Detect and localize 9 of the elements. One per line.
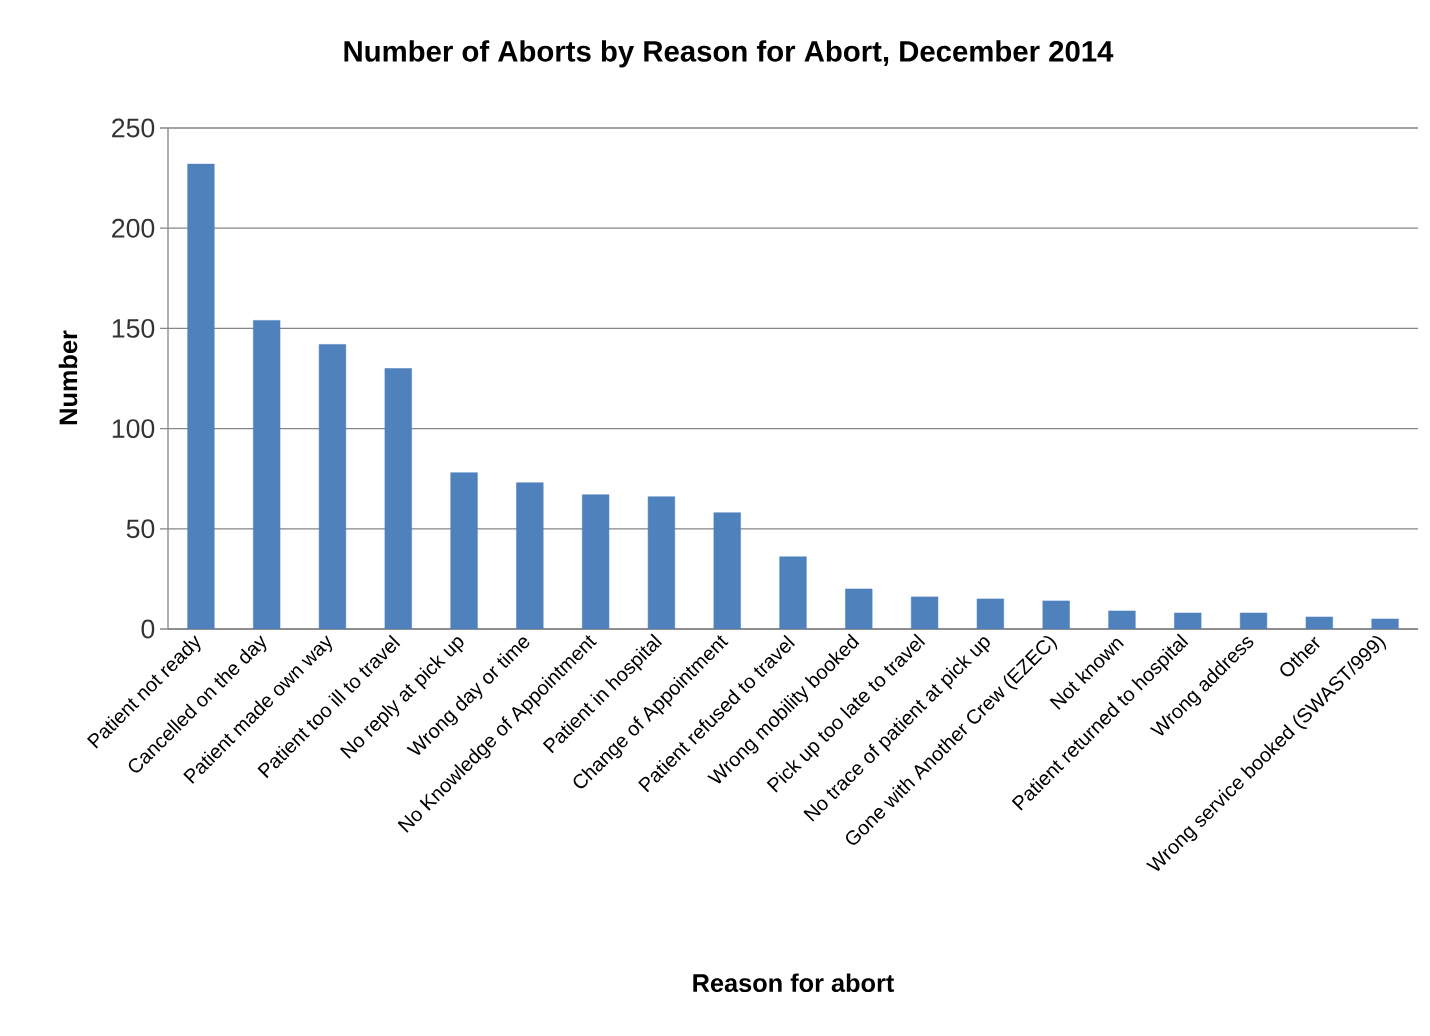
y-tick-label: 0 — [141, 619, 155, 639]
y-tick-label: 100 — [112, 419, 155, 439]
y-tick-label: 50 — [126, 519, 155, 539]
chart-title: Number of Aborts by Reason for Abort, December 2014 — [344, 40, 1114, 68]
y-axis-title: Number — [58, 330, 78, 425]
y-tick-label: 250 — [112, 118, 155, 138]
y-tick-label: 150 — [112, 318, 155, 338]
x-axis-title: Reason for abort — [693, 973, 895, 993]
y-tick-label: 200 — [112, 218, 155, 238]
